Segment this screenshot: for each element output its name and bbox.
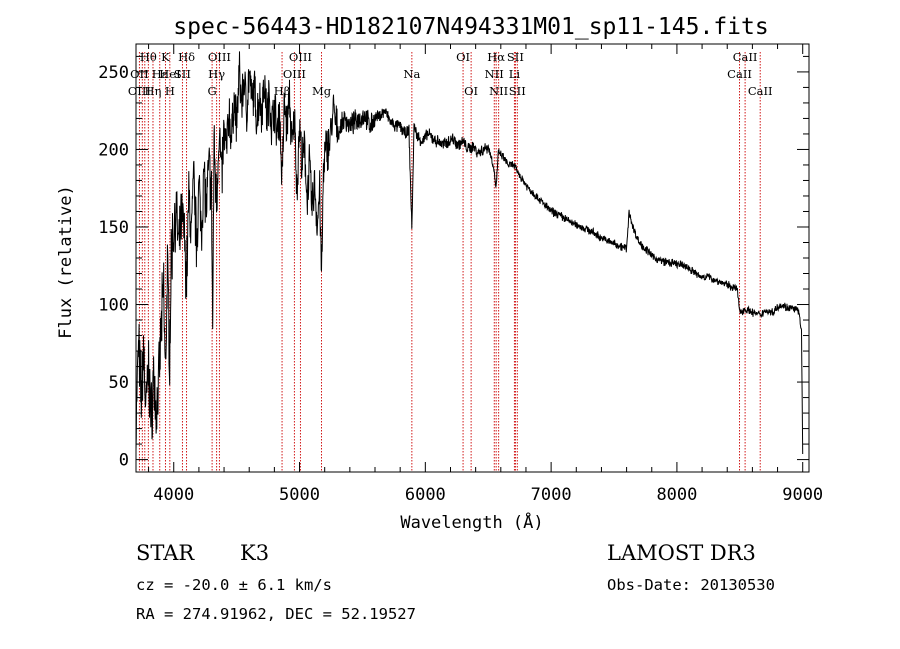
y-tick-label: 200: [98, 140, 129, 160]
x-tick-label: 8000: [656, 485, 697, 505]
object-class: STAR: [136, 541, 195, 565]
y-tick-label: 250: [98, 63, 129, 83]
line-label: OIII: [128, 84, 151, 98]
spectrum-line: [135, 51, 804, 455]
line-label: OIII: [289, 50, 312, 64]
line-label: Mg: [312, 84, 332, 98]
x-tick-label: 9000: [782, 485, 823, 505]
line-label: Hε: [152, 67, 168, 81]
line-label: Hγ: [208, 67, 225, 81]
line-label: OIII: [283, 67, 306, 81]
spectral-subclass: K3: [240, 541, 269, 565]
line-label: SII: [509, 84, 526, 98]
line-label: Hα: [487, 50, 505, 64]
x-axis-label: Wavelength (Å): [400, 511, 543, 533]
line-label: CaII: [733, 50, 758, 64]
line-label: NII: [485, 67, 504, 81]
x-axis: 4000 5000 6000 7000 8000 9000: [148, 44, 823, 505]
line-label: Hβ: [274, 84, 291, 98]
survey-name: LAMOST DR3: [607, 541, 756, 565]
line-label: Hθ: [140, 50, 157, 64]
line-label: HeI: [159, 67, 180, 81]
y-axis-label: Flux (relative): [56, 185, 76, 339]
y-tick-label: 50: [109, 373, 129, 393]
line-label: OIII: [208, 50, 231, 64]
line-label: Na: [403, 67, 420, 81]
line-label: CaII: [748, 84, 773, 98]
x-tick-label: 7000: [531, 485, 572, 505]
line-label: K: [161, 50, 170, 64]
y-tick-label: 150: [98, 218, 129, 238]
y-tick-label: 0: [119, 451, 129, 471]
line-label: OII: [130, 67, 149, 81]
ra-dec-coordinates: RA = 274.91962, DEC = 52.19527: [136, 605, 416, 623]
y-axis: 0 50 100 150 200 250: [98, 55, 809, 471]
x-tick-label: 4000: [153, 485, 194, 505]
line-label: G: [208, 84, 217, 98]
chart-title: spec-56443-HD182107N494331M01_sp11-145.f…: [173, 14, 768, 40]
redshift-cz: cz = -20.0 ± 6.1 km/s: [136, 576, 332, 594]
line-label: Li: [509, 67, 521, 81]
line-label: H: [165, 84, 175, 98]
x-tick-label: 5000: [279, 485, 320, 505]
observation-date: Obs-Date: 20130530: [607, 576, 775, 594]
line-label: OI: [464, 84, 478, 98]
x-tick-label: 6000: [405, 485, 446, 505]
line-label: NII: [489, 84, 508, 98]
line-label: Hδ: [178, 50, 195, 64]
line-label: CaII: [727, 67, 752, 81]
line-label: SII: [174, 67, 191, 81]
line-label: Hη: [145, 84, 162, 98]
line-label: OI: [456, 50, 470, 64]
line-label: SII: [507, 50, 524, 64]
y-tick-label: 100: [98, 296, 129, 316]
